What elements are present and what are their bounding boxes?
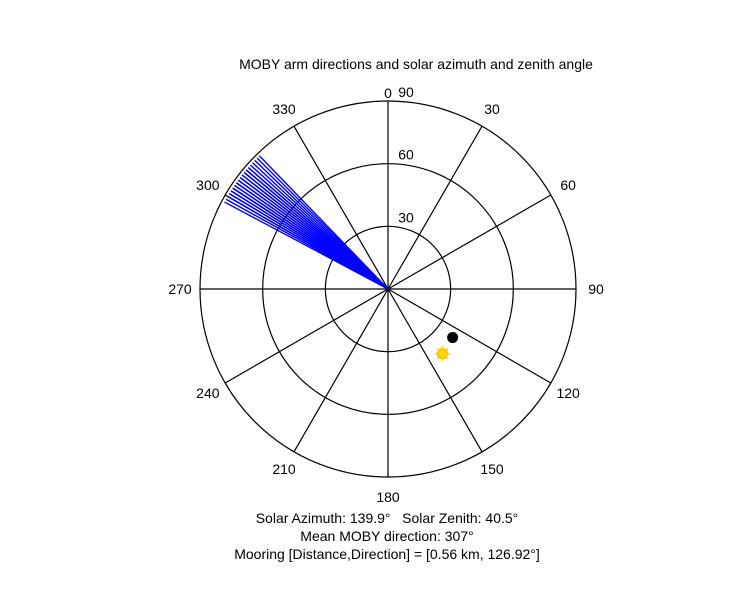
angle-label-60: 60	[560, 177, 576, 193]
footer-solar-line: Solar Azimuth: 139.9° Solar Zenith: 40.5…	[256, 510, 519, 526]
angle-label-90: 90	[588, 281, 604, 297]
radial-label-60: 60	[398, 147, 414, 163]
angle-label-270: 270	[168, 281, 192, 297]
footer-mean-direction-line: Mean MOBY direction: 307°	[300, 528, 473, 544]
angle-label-330: 330	[272, 101, 296, 117]
angle-label-210: 210	[272, 461, 296, 477]
mooring-marker	[447, 332, 459, 344]
spoke-60	[387, 194, 552, 290]
spoke-240	[224, 288, 389, 384]
moby-arm-directions	[224, 155, 389, 290]
spoke-120	[387, 288, 552, 384]
angle-label-150: 150	[480, 461, 504, 477]
radial-label-30: 30	[398, 209, 414, 225]
spoke-150	[387, 288, 483, 453]
radial-label-90: 90	[398, 84, 414, 100]
markers	[434, 332, 459, 362]
sun-marker	[434, 346, 450, 362]
chart-title: MOBY arm directions and solar azimuth an…	[239, 56, 593, 72]
spoke-210	[293, 288, 389, 453]
angle-label-300: 300	[196, 177, 220, 193]
angle-label-240: 240	[196, 385, 220, 401]
angle-labels: 0 30 60 90 120 150 180 210 240 270 300 330 30 60 90	[168, 84, 604, 505]
spoke-330	[293, 125, 389, 290]
footer-mooring-line: Mooring [Distance,Direction] = [0.56 km,…	[234, 546, 540, 562]
arm-direction-line	[258, 155, 389, 290]
angle-label-120: 120	[556, 385, 580, 401]
spoke-30	[387, 125, 483, 290]
angle-label-180: 180	[376, 489, 400, 505]
angle-label-0: 0	[384, 85, 392, 101]
angle-label-30: 30	[484, 101, 500, 117]
